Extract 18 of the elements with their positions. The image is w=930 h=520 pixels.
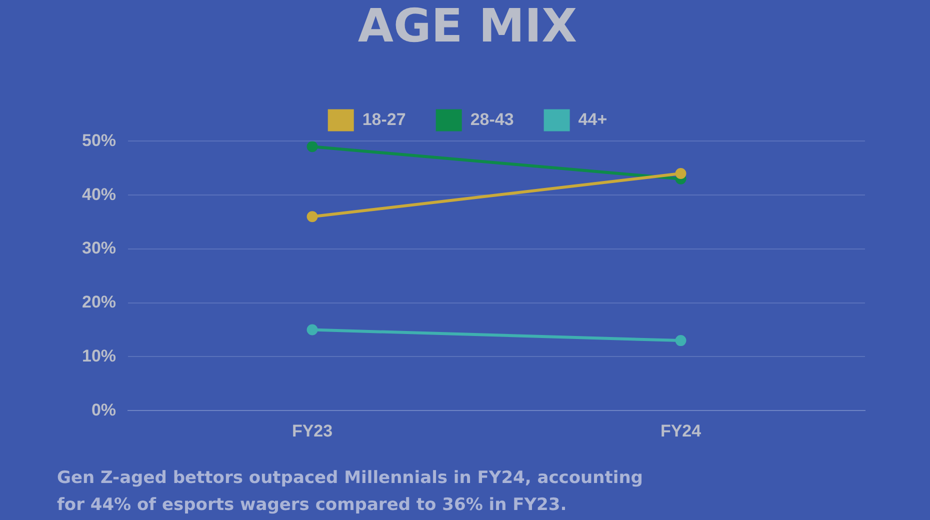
x-tick-label: FY23 bbox=[292, 421, 333, 440]
y-tick-label: 20% bbox=[82, 292, 116, 312]
y-tick-label: 10% bbox=[82, 346, 116, 366]
y-tick-label: 30% bbox=[82, 238, 116, 258]
point bbox=[675, 335, 686, 346]
point bbox=[306, 324, 318, 336]
chart-title: AGE MIX bbox=[358, 0, 578, 53]
point bbox=[675, 168, 686, 180]
x-tick-label: FY24 bbox=[660, 421, 702, 440]
point bbox=[306, 141, 318, 152]
point bbox=[306, 211, 318, 222]
legend-label: 18-27 bbox=[362, 110, 406, 129]
y-tick-label: 40% bbox=[82, 184, 116, 204]
legend-label: 28-43 bbox=[470, 110, 514, 129]
text: Gen Z-aged bettors outpaced Millennials in FY24, accounting for 44% of esports wagers compared to 36% in FY23. bbox=[57, 467, 644, 517]
legend-label: 44+ bbox=[578, 110, 608, 129]
y-tick-label: 50% bbox=[82, 130, 116, 150]
y-tick-label: 0% bbox=[91, 400, 116, 420]
